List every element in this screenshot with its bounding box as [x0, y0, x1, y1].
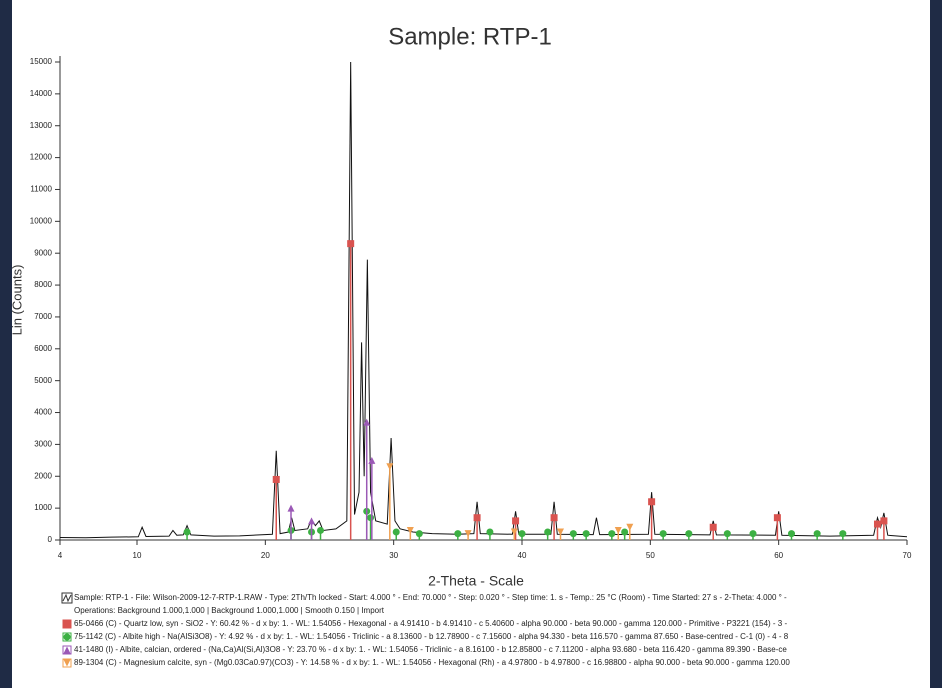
x-axis-label: 2-Theta - Scale [428, 573, 524, 589]
legend-entry: 75-1142 (C) - Albite high - Na(AlSi3O8) … [74, 632, 789, 641]
x-tick-label: 30 [389, 551, 398, 560]
stick-marker [813, 530, 821, 538]
stick-marker [473, 514, 481, 522]
x-tick-label: 50 [646, 551, 655, 560]
legend-note: Operations: Background 1.000,1.000 | Bac… [74, 606, 385, 615]
stick-marker [608, 530, 616, 538]
y-tick-label: 10000 [30, 216, 53, 225]
stick-marker [510, 528, 518, 536]
stick-marker [621, 528, 629, 536]
stick-marker [347, 240, 355, 248]
stick-marker [749, 530, 757, 538]
stick-marker [557, 528, 564, 536]
y-tick-label: 3000 [34, 440, 52, 449]
stick-marker [839, 530, 847, 538]
stick-marker [614, 526, 622, 534]
chart-title: Sample: RTP-1 [388, 23, 552, 50]
y-tick-label: 1000 [34, 503, 52, 512]
stick-marker [63, 659, 71, 667]
stick-marker [464, 530, 472, 538]
x-tick-label: 10 [133, 551, 142, 560]
x-tick-label: 40 [518, 551, 527, 560]
stick-marker [63, 633, 71, 641]
y-axis-label: Lin (Counts) [9, 265, 24, 336]
stick-marker [518, 530, 526, 538]
stick-marker [582, 530, 590, 538]
y-tick-label: 4000 [34, 408, 52, 417]
legend-entry: Sample: RTP-1 - File: Wilson-2009-12-7-R… [74, 593, 787, 602]
legend-icon [62, 593, 72, 603]
stick-marker [287, 504, 295, 512]
legend-entry: 65-0466 (C) - Quartz low, syn - SiO2 - Y… [74, 619, 787, 628]
legend-icon [61, 592, 73, 604]
stick-marker [308, 517, 316, 525]
stick-marker [386, 463, 394, 471]
x-tick-label: 60 [774, 551, 783, 560]
x-tick-label: 20 [261, 551, 270, 560]
stick-marker [363, 418, 371, 426]
stick-marker [685, 530, 693, 538]
stick-marker [454, 530, 462, 538]
legend-entry: 89-1304 (C) - Magnesium calcite, syn - (… [74, 658, 790, 667]
stick-marker [63, 620, 71, 628]
stick-marker [392, 528, 400, 536]
stick-marker [272, 475, 280, 483]
stick-marker [788, 530, 795, 538]
stick-marker [512, 517, 520, 525]
stick-marker [873, 520, 881, 528]
panel [12, 0, 930, 688]
stick-marker [659, 530, 667, 538]
stick-marker [183, 528, 191, 536]
y-tick-label: 6000 [34, 344, 52, 353]
y-tick-label: 9000 [34, 248, 52, 257]
stick-marker [415, 530, 423, 538]
stick-marker [880, 517, 888, 525]
stick-marker [367, 514, 375, 522]
stick-marker [648, 498, 656, 506]
stick-marker [406, 526, 414, 534]
stick-marker [569, 530, 577, 538]
y-tick-label: 12000 [30, 153, 53, 162]
y-tick-label: 0 [48, 535, 53, 544]
stick-marker [709, 523, 717, 531]
y-tick-label: 14000 [30, 89, 53, 98]
legend: Sample: RTP-1 - File: Wilson-2009-12-7-R… [61, 592, 790, 668]
y-tick-label: 15000 [30, 57, 53, 66]
y-tick-label: 11000 [30, 185, 52, 194]
y-tick-label: 13000 [30, 121, 53, 130]
stick-marker [723, 530, 731, 538]
y-tick-label: 2000 [34, 471, 52, 480]
y-tick-label: 5000 [34, 376, 52, 385]
stick-marker [317, 526, 325, 534]
x-tick-label: 70 [903, 551, 912, 560]
stick-marker [626, 523, 634, 531]
stick-marker [368, 456, 376, 464]
stick-marker [486, 528, 494, 536]
y-tick-label: 8000 [34, 280, 52, 289]
stick-marker [544, 528, 552, 536]
y-tick-label: 7000 [34, 312, 52, 321]
stick-marker [773, 514, 781, 522]
x-tick-label: 4 [58, 551, 63, 560]
stick-marker [63, 646, 71, 654]
stick-marker [550, 514, 558, 522]
legend-entry: 41-1480 (I) - Albite, calcian, ordered -… [74, 645, 787, 654]
